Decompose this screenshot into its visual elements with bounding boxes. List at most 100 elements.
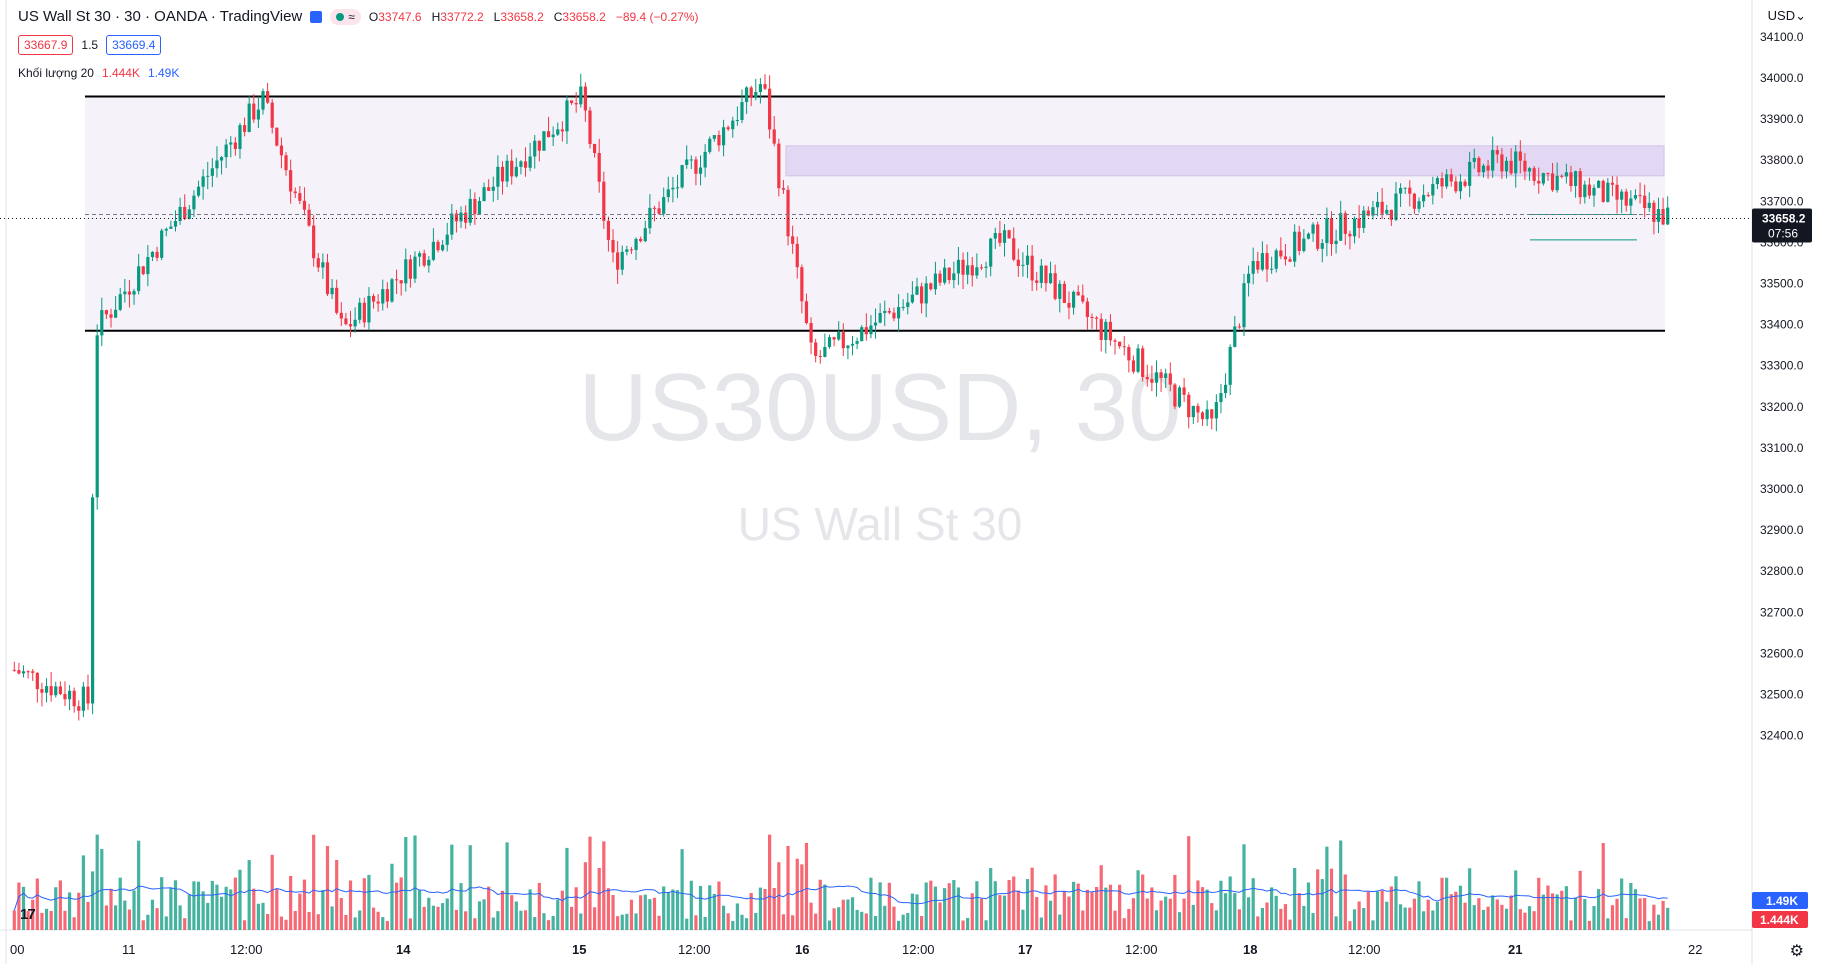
volume-bar <box>298 893 302 930</box>
candle-body <box>1062 283 1066 303</box>
volume-bar <box>629 899 634 930</box>
volume-bar <box>1629 882 1633 930</box>
symbol-title[interactable]: US Wall St 30 · 30 · OANDA · TradingView <box>18 8 303 25</box>
candle-body <box>487 187 491 191</box>
volume-ma-line <box>13 885 1668 911</box>
currency-selector[interactable]: USD⌄ <box>1767 8 1806 23</box>
volume-bar <box>602 841 606 930</box>
volume-bar <box>1058 914 1062 930</box>
candle-body <box>698 167 703 174</box>
candle-body <box>749 87 753 98</box>
candle-body <box>127 291 132 295</box>
sell-price-button[interactable]: 33667.9 <box>18 35 74 55</box>
tradingview-logo-icon[interactable]: 17 <box>20 906 36 923</box>
volume-bar <box>279 916 284 930</box>
volume-bar <box>514 901 518 930</box>
volume-bar <box>473 918 477 930</box>
pill-symbol: ≈ <box>348 9 355 24</box>
supply-zone <box>785 145 1665 177</box>
volume-bar <box>523 910 528 930</box>
volume-bar <box>408 918 412 930</box>
candle-body <box>1283 256 1288 260</box>
candle-body <box>1403 187 1407 189</box>
volume-bar <box>1518 909 1522 930</box>
candle-body <box>979 267 984 269</box>
volume-bar <box>445 898 449 930</box>
status-pill[interactable]: ≈ <box>330 8 361 25</box>
x-tick-label: 11 <box>122 942 136 957</box>
volume-bar <box>648 899 652 930</box>
volume-bar <box>597 868 601 930</box>
candle-body <box>141 266 145 275</box>
candle-body <box>1606 182 1610 202</box>
y-tick-label: 33400.0 <box>1760 318 1804 332</box>
candle-body <box>404 259 408 284</box>
candle-body <box>441 244 445 251</box>
volume-bar <box>1256 916 1260 930</box>
gear-icon[interactable]: ⚙ <box>1789 943 1804 960</box>
y-tick-label: 33200.0 <box>1760 400 1804 414</box>
candle-body <box>938 273 942 283</box>
candle-body <box>1242 283 1246 328</box>
volume-bar <box>1131 898 1136 930</box>
volume-bar <box>441 903 445 930</box>
volume-bar <box>215 884 219 930</box>
candle-body <box>1348 233 1352 237</box>
candle-body <box>846 345 850 349</box>
volume-bar <box>777 862 781 930</box>
volume-bar <box>132 890 136 930</box>
candle-body <box>1583 184 1587 198</box>
volume-bar <box>1403 907 1407 930</box>
volume-bar <box>1173 874 1177 930</box>
volume-bar <box>689 880 693 930</box>
market-open-dot-icon <box>336 12 345 21</box>
candle-body <box>1136 348 1140 372</box>
candle-body <box>279 145 284 156</box>
volume-bar <box>1426 899 1430 930</box>
candle-body <box>735 120 739 122</box>
volume-bar <box>1113 910 1117 930</box>
volume-bar <box>1389 886 1393 930</box>
candle-body <box>210 168 214 176</box>
candle-body <box>1661 209 1665 225</box>
candle-body <box>58 686 62 695</box>
volume-bar <box>1514 870 1518 930</box>
candle-body <box>1454 181 1458 192</box>
volume-bar <box>238 869 242 930</box>
candle-body <box>896 307 901 319</box>
volume-bar <box>625 913 629 930</box>
candle-body <box>1362 210 1366 229</box>
volume-bar <box>781 914 786 930</box>
buy-price-button[interactable]: 33669.4 <box>106 35 162 55</box>
candle-body <box>1656 209 1661 222</box>
volume-bar <box>353 917 357 930</box>
candle-body <box>219 157 224 161</box>
volume-bar <box>1141 874 1145 930</box>
volume-bar <box>823 884 827 930</box>
flag-icon[interactable] <box>310 10 323 23</box>
volume-bar <box>1352 909 1357 930</box>
volume-label[interactable]: Khối lượng 20 <box>18 66 94 80</box>
x-tick-label: 12:00 <box>230 942 263 957</box>
candle-body <box>1302 238 1306 251</box>
volume-bar <box>1334 916 1338 930</box>
volume-bar <box>196 881 201 930</box>
candle-body <box>943 267 947 283</box>
candle-body <box>703 151 707 168</box>
volume-bar <box>735 903 739 930</box>
volume-bar <box>841 899 845 930</box>
candle-body <box>1025 255 1030 265</box>
price-tag-countdown: 07:56 <box>1768 226 1798 240</box>
volume-bar <box>312 834 316 930</box>
candle-body <box>104 310 109 315</box>
volume-bar <box>643 894 647 930</box>
volume-bar <box>464 911 468 930</box>
candle-body <box>675 187 680 189</box>
volume-ma-tag-text: 1.49K <box>1766 894 1798 908</box>
candle-body <box>869 325 873 335</box>
volume-bar <box>510 895 514 930</box>
volume-bar <box>1398 904 1403 930</box>
volume-bar <box>1316 869 1320 930</box>
volume-bar <box>229 889 233 930</box>
